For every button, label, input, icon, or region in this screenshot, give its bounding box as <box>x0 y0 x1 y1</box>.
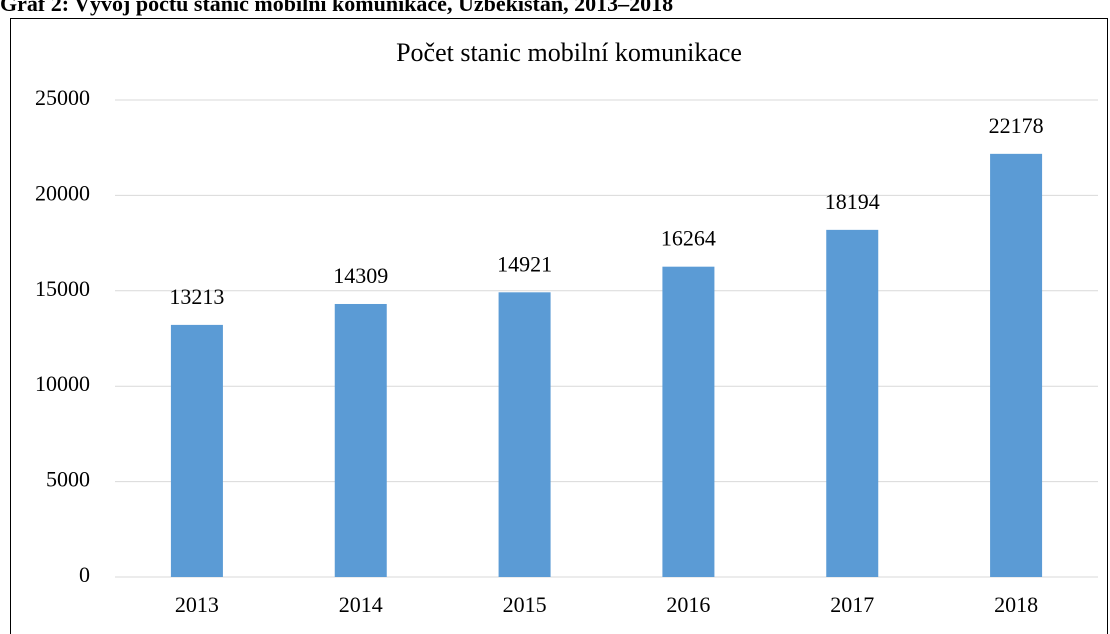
x-tick-label: 2017 <box>830 592 874 617</box>
bar <box>334 303 387 577</box>
data-label: 14309 <box>333 263 388 288</box>
chart-title: Počet stanic mobilní komunikace <box>396 38 742 67</box>
y-tick-label: 25000 <box>35 85 90 110</box>
figure-caption: Graf 2: Vývoj počtu stanic mobilní komun… <box>0 0 673 16</box>
data-label: 18194 <box>825 189 880 214</box>
y-tick-label: 0 <box>79 562 90 587</box>
data-label: 22178 <box>989 113 1044 138</box>
x-tick-label: 2016 <box>666 592 710 617</box>
bar <box>170 324 223 577</box>
x-tick-label: 2014 <box>339 592 383 617</box>
bar <box>498 292 551 577</box>
data-label: 13213 <box>169 284 224 309</box>
x-tick-label: 2013 <box>175 592 219 617</box>
bar <box>990 153 1043 578</box>
x-tick-label: 2015 <box>503 592 547 617</box>
bar <box>826 229 879 578</box>
bar <box>662 266 715 577</box>
y-tick-label: 20000 <box>35 180 90 205</box>
y-tick-label: 15000 <box>35 276 90 301</box>
y-tick-label: 5000 <box>46 467 90 492</box>
data-label: 16264 <box>661 226 716 251</box>
y-tick-label: 10000 <box>35 371 90 396</box>
x-tick-label: 2018 <box>994 592 1038 617</box>
data-label: 14921 <box>497 251 552 276</box>
